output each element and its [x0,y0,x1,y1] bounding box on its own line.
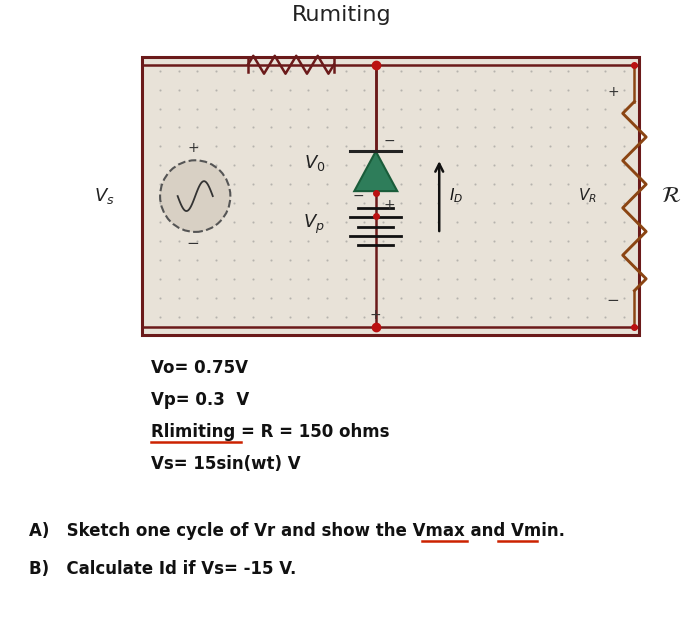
Text: −: − [384,133,395,147]
Text: −: − [607,293,620,308]
Text: B)   Calculate Id if Vs= -15 V.: B) Calculate Id if Vs= -15 V. [29,560,297,578]
Polygon shape [354,151,398,191]
Text: +: + [188,141,199,155]
Text: +: + [370,308,382,321]
Text: Vp= 0.3  V: Vp= 0.3 V [151,391,249,409]
Text: +: + [607,85,619,98]
Text: $V_p$: $V_p$ [303,212,325,236]
Text: −: − [352,189,364,203]
Text: $V_R$: $V_R$ [578,187,597,206]
Text: $V_0$: $V_0$ [304,154,325,173]
Text: $I_D$: $I_D$ [449,187,463,206]
Text: Rlimiting = R = 150 ohms: Rlimiting = R = 150 ohms [151,423,390,441]
Circle shape [160,160,230,232]
Text: −: − [187,236,199,251]
Text: Rumiting: Rumiting [292,5,391,25]
Text: $\mathcal{R}$: $\mathcal{R}$ [661,185,681,207]
Text: Vs= 15sin(wt) V: Vs= 15sin(wt) V [151,455,301,473]
Text: $V_s$: $V_s$ [94,186,114,206]
Text: Vo= 0.75V: Vo= 0.75V [151,359,248,377]
Bar [141,57,639,335]
Text: A)   Sketch one cycle of Vr and show the Vmax and Vmin.: A) Sketch one cycle of Vr and show the V… [29,522,566,540]
Text: +: + [384,198,395,212]
